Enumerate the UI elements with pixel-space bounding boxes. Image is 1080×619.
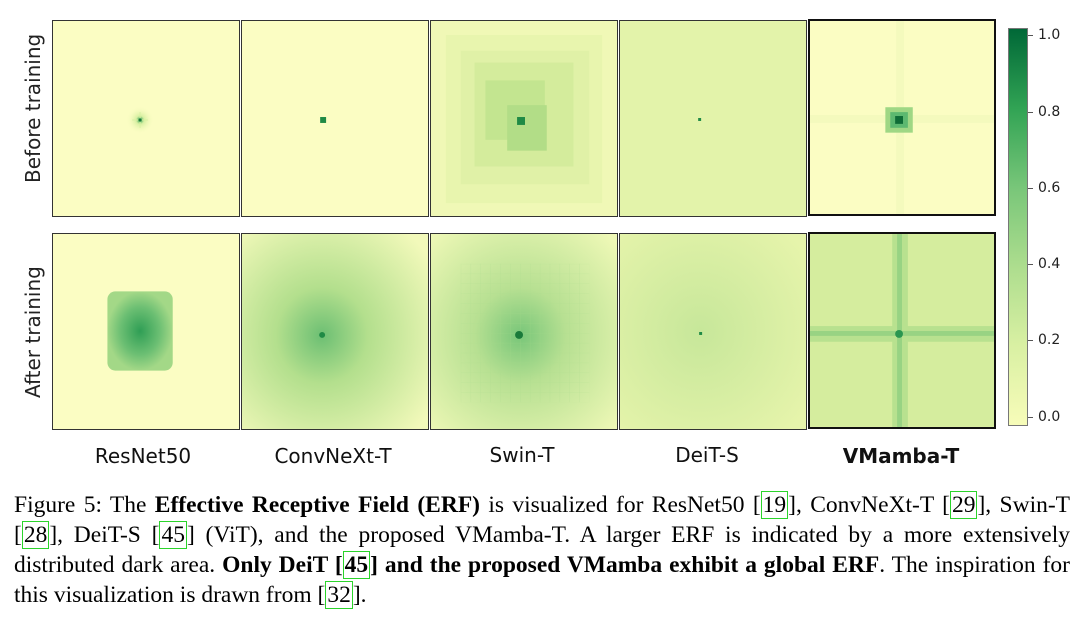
column-label-vmamba: VMamba-T: [842, 444, 960, 468]
column-label-swin: Swin-T: [489, 443, 555, 467]
erf-heatmap: [620, 234, 806, 429]
caption-text: . The inspiration for this visualization…: [14, 552, 1070, 608]
colorbar-tick: [1028, 188, 1033, 189]
caption-text: , DeiT-S: [57, 522, 152, 548]
figure-caption: Figure 5: The Effective Receptive Field …: [14, 491, 1071, 609]
erf-convnext-before: [241, 20, 429, 217]
erf-swin-after: [430, 233, 618, 430]
erf-resnet50-after: [52, 233, 240, 430]
colorbar-tick: [1028, 264, 1033, 265]
column-label-deit: DeiT-S: [675, 443, 739, 467]
erf-vmamba-after: [808, 232, 996, 429]
erf-deit-after: [619, 233, 807, 430]
colorbar-tick-label: 0.2: [1038, 332, 1061, 348]
colorbar-tick: [1028, 417, 1033, 418]
erf-heatmap: [431, 21, 617, 216]
citation-link[interactable]: 32: [325, 581, 353, 609]
citation-link[interactable]: 45: [342, 551, 371, 579]
caption-bold-text: Only DeiT: [222, 552, 335, 578]
colorbar-tick-label: 0.0: [1038, 409, 1061, 425]
caption-text: is visualized for ResNet50: [480, 492, 753, 518]
colorbar-tick-label: 1.0: [1038, 27, 1061, 43]
colorbar-tick: [1028, 340, 1033, 341]
column-label-resnet50: ResNet50: [94, 444, 192, 468]
erf-heatmap: [53, 234, 239, 429]
column-label-convnext: ConvNeXt-T: [274, 444, 392, 468]
erf-heatmap: [242, 21, 428, 216]
erf-deit-before: [619, 20, 807, 217]
colorbar-tick-label: 0.6: [1038, 180, 1061, 196]
citation-link[interactable]: 28: [21, 521, 50, 549]
colorbar-tick-label: 0.8: [1038, 104, 1061, 120]
colorbar-tick: [1028, 35, 1033, 36]
erf-heatmap: [810, 234, 994, 427]
citation-link[interactable]: 45: [159, 521, 187, 549]
erf-heatmap: [242, 234, 428, 429]
caption-text: , Swin-T: [985, 492, 1071, 518]
caption-text: , ConvNeXt-T: [795, 492, 943, 518]
caption-bold-text: and the proposed VMamba exhibit a global…: [377, 552, 880, 578]
caption-text: .: [360, 582, 367, 608]
erf-convnext-after: [241, 233, 429, 430]
citation-link[interactable]: 29: [949, 491, 978, 519]
erf-heatmap: [53, 21, 239, 216]
erf-heatmap: [431, 234, 617, 429]
row-label-after-training: After training: [21, 266, 45, 398]
caption-text: (ViT), and the proposed VMamba-T. A larg…: [14, 522, 1070, 578]
erf-swin-before: [430, 20, 618, 217]
citation-link[interactable]: 19: [760, 491, 789, 519]
caption-bold-erf: Effective Receptive Field (ERF): [154, 492, 481, 518]
erf-vmamba-before: [808, 19, 996, 216]
erf-heatmap: [810, 21, 994, 214]
row-label-before-training: Before training: [21, 33, 45, 183]
colorbar: [1008, 28, 1028, 426]
caption-text: Figure 5: The: [14, 492, 155, 518]
erf-resnet50-before: [52, 20, 240, 217]
erf-heatmap: [620, 21, 806, 216]
colorbar-tick-label: 0.4: [1038, 256, 1061, 272]
colorbar-tick: [1028, 112, 1033, 113]
